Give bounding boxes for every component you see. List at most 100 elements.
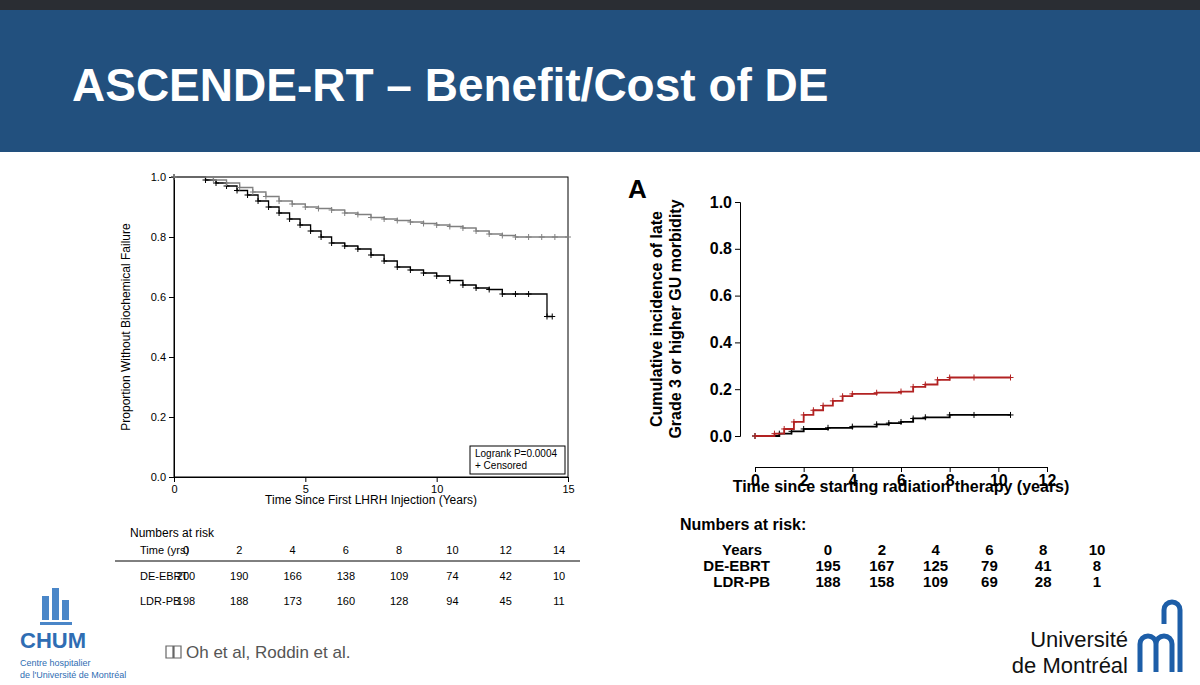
censor-mark: [434, 273, 440, 279]
tick: 15: [562, 477, 574, 495]
table-cell: 167: [869, 557, 894, 574]
annotation-box: [470, 446, 565, 474]
x-axis-line: [756, 468, 1048, 473]
table-cell: 109: [923, 573, 948, 590]
censor-mark: [447, 278, 453, 284]
tick-mark: [735, 389, 740, 390]
censor-mark: [781, 426, 787, 432]
table-cell: 1: [1093, 573, 1101, 590]
table-cell: 8: [1093, 557, 1101, 574]
censor-mark: [849, 391, 855, 397]
censor-mark: [486, 287, 492, 293]
censor-mark: [342, 210, 348, 216]
censor-mark: [771, 431, 777, 437]
censor-mark: [810, 407, 816, 413]
at-risk-table: Numbers at risk:Years0246810DE-EBRT19516…: [680, 516, 1105, 590]
right-logo: Universitéde Montréal: [1012, 602, 1180, 678]
tick-mark: [852, 467, 853, 472]
censor-mark: [460, 282, 466, 288]
table-cell: 195: [815, 557, 840, 574]
censor-mark: [801, 412, 807, 418]
x-axis-title: Time since starting radiation therapy (y…: [733, 478, 1070, 495]
tick: 0.2: [151, 411, 174, 423]
censor-mark: [752, 433, 758, 439]
censor-mark: [1008, 375, 1014, 381]
tick-mark: [169, 417, 174, 418]
censor-mark: [355, 212, 361, 218]
tick: 0.8: [151, 231, 174, 243]
logo-name: CHUM: [20, 628, 86, 653]
x-axis-title: Time Since First LHRH Injection (Years): [265, 493, 477, 507]
table-cell: 74: [446, 570, 458, 582]
censor-mark: [791, 419, 797, 425]
censor-mark: [460, 225, 466, 231]
logo-bar: [62, 600, 69, 620]
table-header: 14: [553, 544, 565, 556]
table-header: Time (yrs): [140, 544, 189, 556]
series-line: [755, 378, 1011, 437]
table-cell: 69: [981, 573, 998, 590]
y-axis-line: [169, 178, 175, 478]
table-row-label: LDR-PB: [140, 595, 180, 607]
logo-shape: [1140, 602, 1180, 672]
table-cell: 188: [230, 595, 248, 607]
censor-mark: [245, 192, 251, 198]
censor-mark: [874, 421, 880, 427]
logo-caption: Centre hospitalier: [20, 658, 91, 668]
censor-mark: [318, 234, 324, 240]
table-row-label: LDR-PB: [713, 573, 770, 590]
table-cell: 128: [390, 595, 408, 607]
censor-mark: [342, 243, 348, 249]
table-row-label: DE-EBRT: [703, 557, 770, 574]
censor-mark: [407, 267, 413, 273]
table-header: 6: [985, 541, 993, 558]
censor-mark: [407, 219, 413, 225]
tick-label: 0.4: [151, 351, 166, 363]
tick-mark: [735, 436, 740, 437]
table-header: 4: [931, 541, 940, 558]
tick-mark: [169, 237, 174, 238]
tick-label: 0.4: [710, 334, 732, 351]
book-icon: [166, 646, 181, 658]
tick-label: 0.8: [151, 231, 166, 243]
censor-mark: [381, 258, 387, 264]
table-header: 10: [446, 544, 458, 556]
censor-mark: [355, 246, 361, 252]
logo-name: Université: [1030, 627, 1128, 652]
tick-mark: [998, 467, 999, 472]
logo-bar: [42, 596, 49, 620]
tick: 0: [171, 477, 177, 495]
tick-mark: [735, 342, 740, 343]
table-header: 0: [824, 541, 832, 558]
censor-mark: [255, 198, 261, 204]
table-cell: 45: [500, 595, 512, 607]
censor-mark: [840, 393, 846, 399]
censor-mark: [224, 180, 230, 186]
censor-mark: [473, 228, 479, 234]
censor-mark: [276, 210, 282, 216]
y-axis-title: Proportion Without Biochemical Failure: [119, 223, 133, 431]
censor-mark: [276, 198, 282, 204]
censor-mark: [801, 426, 807, 432]
y-axis: 0.00.20.40.60.81.0: [151, 171, 175, 483]
table-cell: 41: [1035, 557, 1052, 574]
censor-mark: [971, 375, 977, 381]
censor-mark: [421, 221, 427, 227]
censor-mark: [1008, 412, 1014, 418]
plot-frame: [174, 177, 568, 477]
tick: 0.6: [151, 291, 174, 303]
table-cell: 11: [553, 595, 564, 607]
tick-label: 0.2: [710, 381, 732, 398]
tick-mark: [735, 249, 740, 250]
censor-mark: [947, 375, 953, 381]
table-cell: 138: [337, 570, 355, 582]
chart: 0510150.00.20.40.60.81.0Time Since First…: [115, 171, 580, 607]
tick-label: 0: [171, 483, 177, 495]
table-header: 2: [878, 541, 886, 558]
censor-mark: [263, 194, 269, 200]
tick-mark: [804, 467, 805, 472]
y-axis-title-line: Proportion Without Biochemical Failure: [119, 223, 133, 431]
tick-label: 0.6: [710, 287, 732, 304]
censor-mark: [368, 215, 374, 221]
tick-mark: [305, 477, 306, 482]
